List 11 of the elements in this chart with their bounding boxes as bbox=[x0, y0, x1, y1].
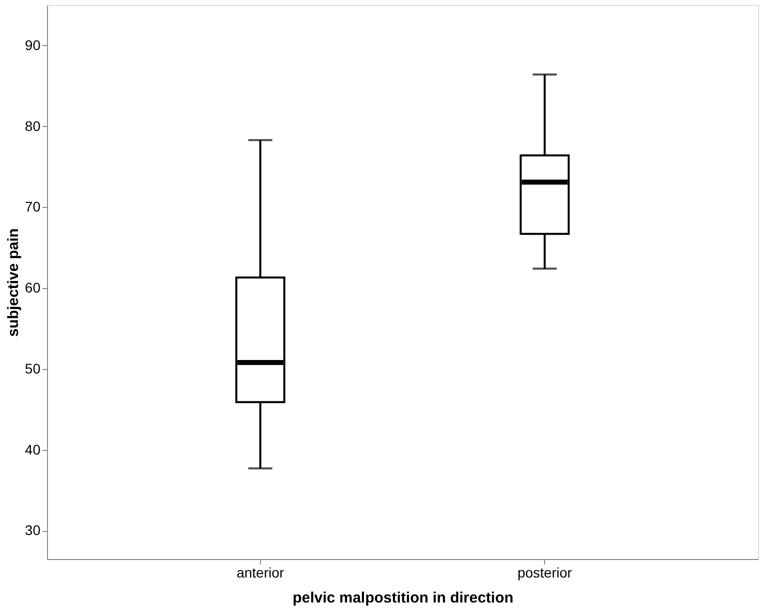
x-tick-label: anterior bbox=[236, 564, 284, 580]
x-tick-label: posterior bbox=[517, 564, 572, 580]
x-axis-title: pelvic malpostition in direction bbox=[292, 590, 514, 606]
y-tick-label: 30 bbox=[24, 522, 41, 538]
y-tick-label: 50 bbox=[24, 360, 41, 376]
y-tick-label: 90 bbox=[24, 36, 41, 53]
y-axis-title: subjective pain bbox=[4, 228, 22, 337]
y-tick-label: 60 bbox=[24, 280, 41, 296]
y-tick-label: 80 bbox=[24, 118, 41, 134]
y-tick-label: 70 bbox=[24, 198, 41, 215]
y-tick-label: 40 bbox=[24, 441, 41, 458]
